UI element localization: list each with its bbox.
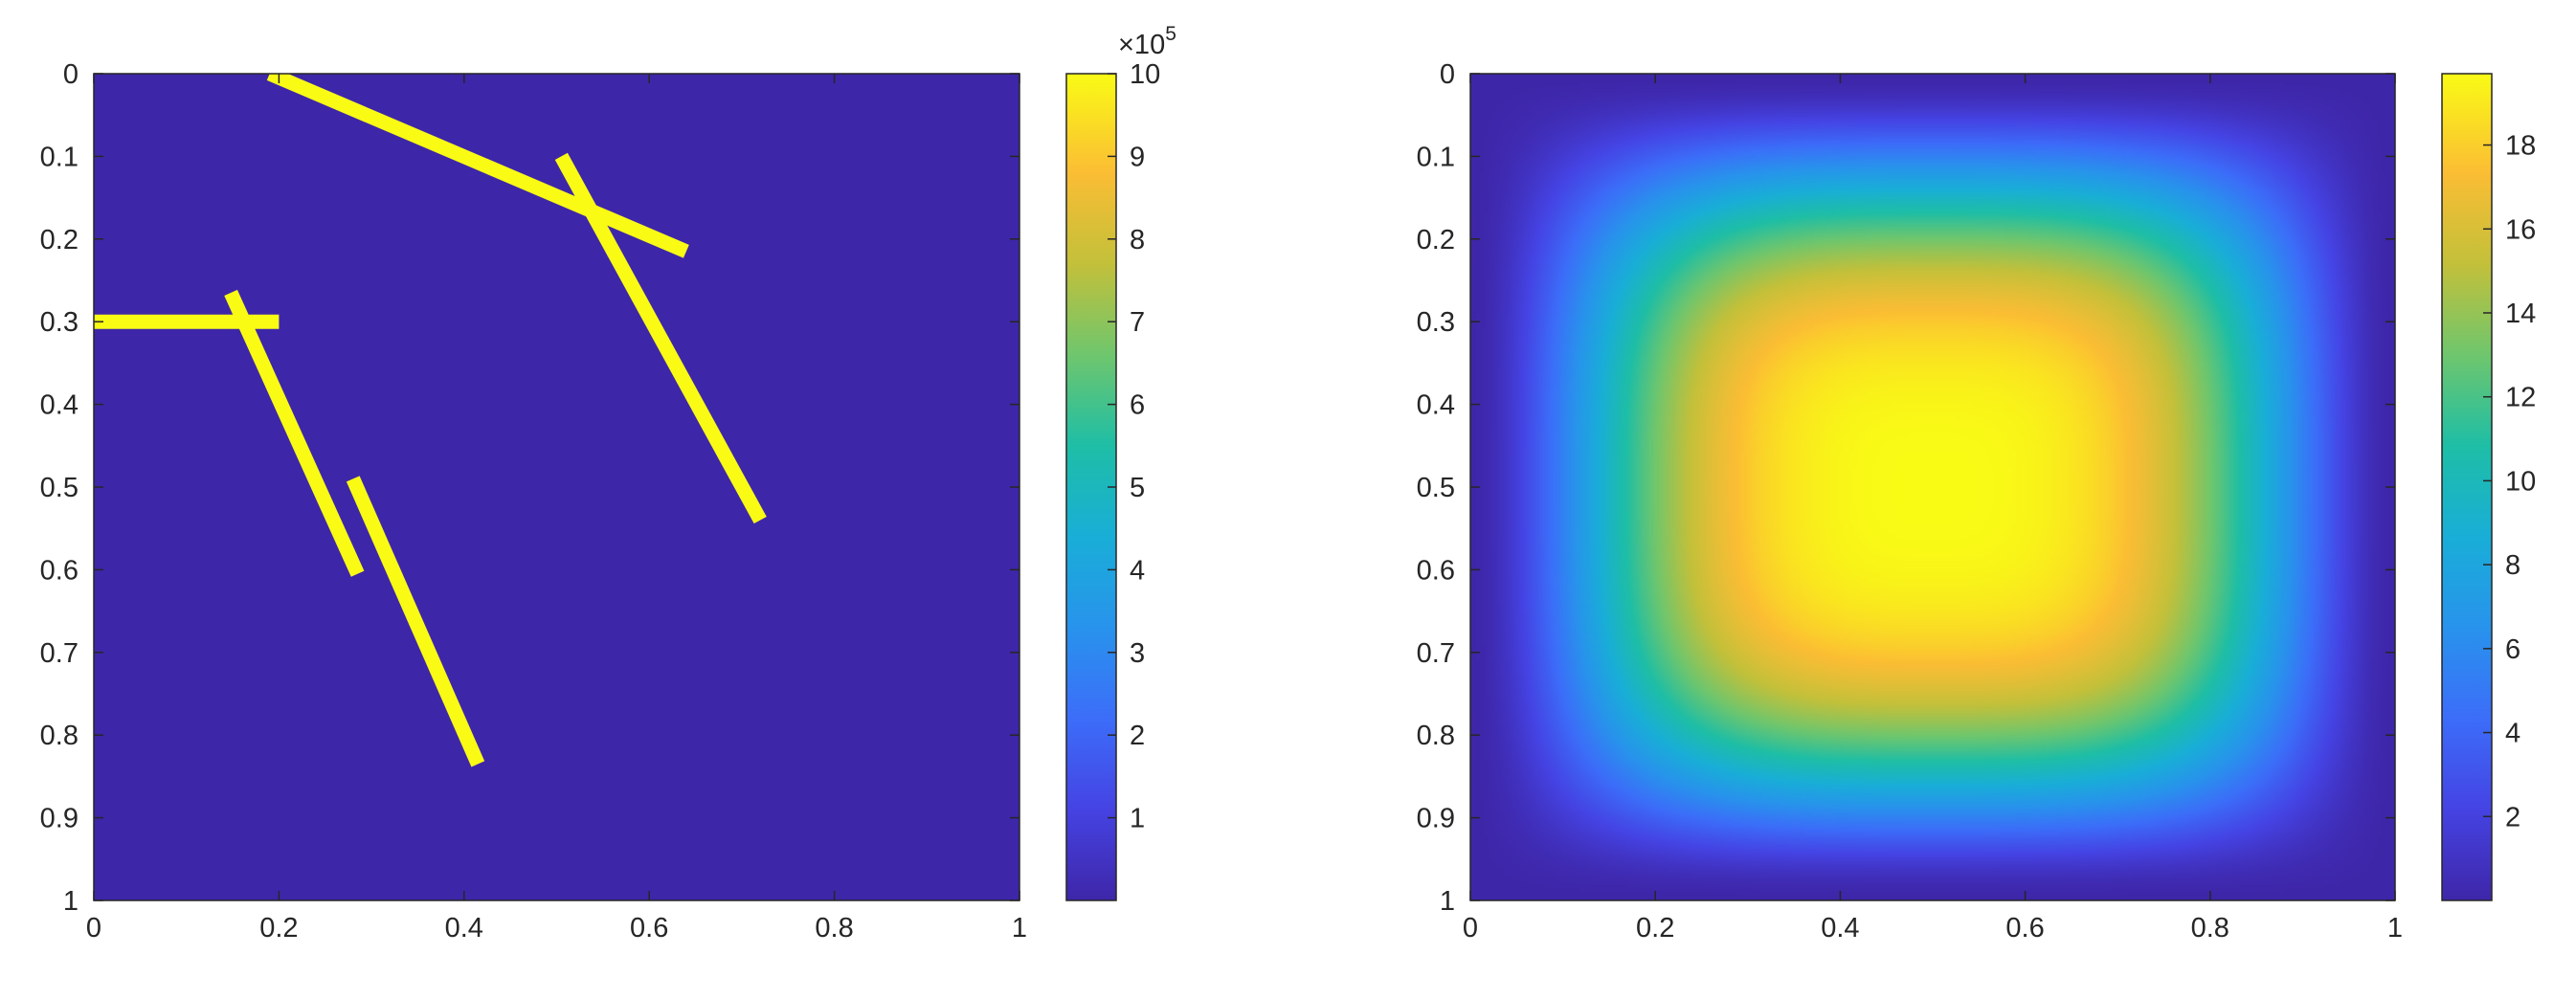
solution-field-x-tick-label: 0.4 (1821, 913, 1859, 944)
fracture-map-background (94, 74, 1019, 900)
fracture-map-y-tick-label: 0.8 (40, 721, 78, 751)
fracture-map-y-ticks: 0 0.1 0.2 0.3 0.4 0.5 0.6 0.7 0.8 0.9 1 (40, 59, 1019, 917)
fracture-map-y-tick-label: 0.1 (40, 142, 78, 172)
fracture-lines (94, 74, 767, 767)
fracture-map-y-tick-label: 0.9 (40, 804, 78, 834)
solution-field-x-ticks: 0 0.2 0.4 0.6 0.8 1 (1463, 74, 2403, 944)
fracture-map-x-tick-label: 0.6 (630, 913, 668, 944)
fracture-map-colorbar-tick-label: 6 (1130, 390, 1145, 421)
fracture-map-x-ticks: 0 0.2 0.4 0.6 0.8 1 (86, 74, 1027, 944)
solution-field-colorbar-tick-label: 12 (2505, 383, 2536, 413)
solution-field-y-tick-label: 0.2 (1417, 225, 1455, 255)
fracture-map-y-tick-label: 0.4 (40, 390, 78, 421)
solution-field-y-tick-label: 0.6 (1417, 555, 1455, 586)
fracture-map-x-tick-label: 1 (1012, 913, 1027, 944)
fracture-map-colorbar-tick-label: 8 (1130, 225, 1145, 255)
fracture-map-colorbar-tick-label: 1 (1130, 804, 1145, 834)
solution-field-y-tick-label: 0.8 (1417, 721, 1455, 751)
fracture-map-colorbar-tick-label: 3 (1130, 638, 1145, 669)
fracture-map-y-tick-label: 0.7 (40, 638, 78, 669)
fracture-map-colorbar: 1 2 3 4 5 6 7 8 9 10 ×105 (1065, 23, 1176, 901)
fracture-line (266, 74, 689, 258)
fracture-map-colorbar-tick-label: 10 (1130, 59, 1160, 90)
fracture-map-panel: 0 0.2 0.4 0.6 0.8 1 0 0.1 0.2 0.3 0.4 0.5 0.6 0.7 0.8… (40, 59, 1027, 944)
fracture-map-y-tick-label: 0 (63, 59, 78, 90)
solution-field-colorbar-tick-label: 8 (2505, 550, 2520, 581)
solution-field-y-tick-label: 0 (1440, 59, 1455, 90)
fracture-map-colorbar-tick-label: 7 (1130, 307, 1145, 338)
solution-field-y-tick-label: 0.9 (1417, 804, 1455, 834)
colorbar-exponent-label: ×105 (1118, 23, 1176, 60)
solution-field-colorbar-tick-label: 2 (2505, 802, 2520, 832)
solution-field-colorbar-tick-label: 6 (2505, 634, 2520, 665)
solution-field-y-ticks: 0 0.1 0.2 0.3 0.4 0.5 0.6 0.7 0.8 0.9 1 (1417, 59, 2395, 917)
solution-field-colorbar-tick-label: 14 (2505, 299, 2536, 329)
fracture-line (224, 289, 365, 577)
solution-field-x-tick-label: 0.2 (1636, 913, 1674, 944)
fracture-line (554, 152, 767, 524)
fracture-map-x-tick-label: 0.2 (259, 913, 298, 944)
fracture-map-colorbar-tick-label: 5 (1130, 473, 1145, 503)
fracture-map-colorbar-ticks: 1 2 3 4 5 6 7 8 9 10 (1108, 59, 1160, 834)
solution-field-colorbar-tick-label: 18 (2505, 131, 2536, 162)
fracture-map-x-tick-label: 0.4 (445, 913, 483, 944)
fracture-map-x-tick-label: 0 (86, 913, 101, 944)
solution-field-x-tick-label: 0 (1463, 913, 1478, 944)
solution-field-colorbar-tick-label: 10 (2505, 466, 2536, 497)
fracture-map-x-tick-label: 0.8 (815, 913, 853, 944)
solution-field-colorbar-tick-label: 16 (2505, 214, 2536, 245)
fracture-map-y-tick-label: 1 (63, 886, 78, 917)
solution-field-panel: 0 0.2 0.4 0.6 0.8 1 0 0.1 0.2 0.3 0.4 0.5 0.6 0.7 0.8… (1417, 59, 2403, 944)
fracture-map-y-tick-label: 0.6 (40, 555, 78, 586)
fracture-map-colorbar-tick-label: 2 (1130, 721, 1145, 751)
solution-field-y-tick-label: 0.3 (1417, 307, 1455, 338)
solution-field-x-tick-label: 0.6 (2005, 913, 2044, 944)
fracture-map-colorbar-tick-label: 4 (1130, 555, 1145, 586)
solution-field-y-tick-label: 1 (1440, 886, 1455, 917)
solution-field-y-tick-label: 0.5 (1417, 473, 1455, 503)
solution-field-y-tick-label: 0.1 (1417, 142, 1455, 172)
solution-field-x-tick-label: 0.8 (2191, 913, 2229, 944)
solution-field-y-tick-label: 0.7 (1417, 638, 1455, 669)
fracture-map-y-tick-label: 0.2 (40, 225, 78, 255)
solution-field-heatmap (1470, 74, 2395, 900)
solution-field-y-tick-label: 0.4 (1417, 390, 1455, 421)
solution-field-colorbar-ticks: 2 4 6 8 10 12 14 16 18 (2483, 131, 2536, 832)
solution-field-colorbar: 2 4 6 8 10 12 14 16 18 (2441, 73, 2536, 901)
fracture-line (346, 476, 485, 767)
fracture-map-y-tick-label: 0.3 (40, 307, 78, 338)
fracture-map-y-tick-label: 0.5 (40, 473, 78, 503)
fracture-map-colorbar-tick-label: 9 (1130, 142, 1145, 172)
solution-field-colorbar-gradient (2441, 73, 2493, 901)
solution-field-colorbar-tick-label: 4 (2505, 719, 2520, 749)
solution-field-x-tick-label: 1 (2387, 913, 2403, 944)
